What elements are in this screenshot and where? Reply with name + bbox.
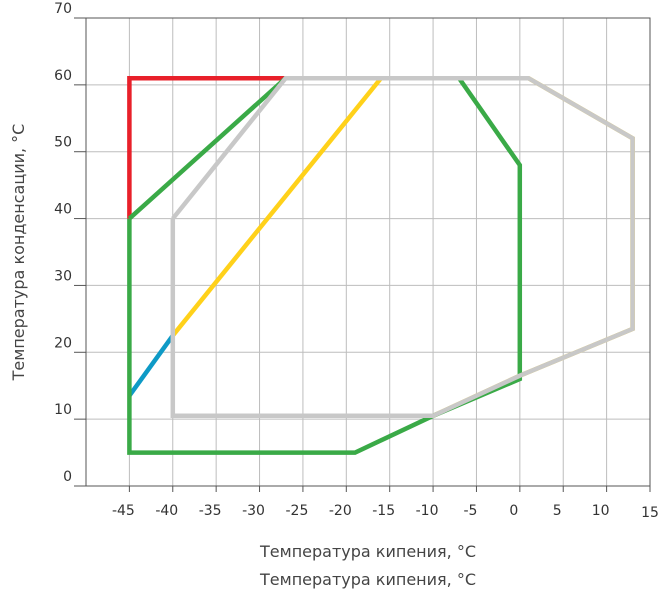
x-tick-label: -45 (112, 503, 135, 519)
x-tick-label: 0 (509, 503, 518, 519)
plot-frame (85, 17, 651, 487)
x-tick-label: 5 (553, 503, 562, 519)
x-tick-label: 15 (641, 505, 659, 521)
series-line-2 (127, 334, 175, 398)
series-line-4 (127, 75, 523, 455)
x-tick-label: -20 (329, 503, 352, 519)
y-tick-label: 40 (54, 202, 72, 218)
y-tick-label: 60 (54, 68, 72, 84)
x-tick-label: -10 (416, 503, 439, 519)
series-line-5 (170, 75, 635, 419)
x-tick-label: -5 (463, 503, 477, 519)
series-layer (127, 75, 635, 455)
x-tick-label: -25 (285, 503, 308, 519)
y-tick-label: 10 (54, 402, 72, 418)
y-tick-label: 0 (63, 469, 72, 485)
y-tick-label: 50 (54, 135, 72, 151)
y-axis-title: Температура конденсации, °С (9, 124, 28, 382)
series-line-1 (127, 75, 286, 219)
y-tick-label: 30 (54, 268, 72, 284)
x-axis-title: Температура кипения, °С (259, 542, 476, 561)
x-axis-title-repeat: Температура кипения, °С (259, 570, 476, 589)
x-tick-label: 10 (592, 503, 610, 519)
x-tick-label: -35 (199, 503, 222, 519)
y-tick-label: 20 (54, 335, 72, 351)
y-tick-labels: 0 10 20 30 40 50 60 70 (54, 1, 86, 487)
x-tick-label: -30 (242, 503, 265, 519)
x-tick-labels: -45 -40 -35 -30 -25 -20 -15 -10 -5 0 5 10 15 (112, 486, 659, 521)
x-tick-label: -15 (372, 503, 395, 519)
y-tick-label: 70 (54, 1, 72, 17)
x-tick-label: -40 (155, 503, 178, 519)
